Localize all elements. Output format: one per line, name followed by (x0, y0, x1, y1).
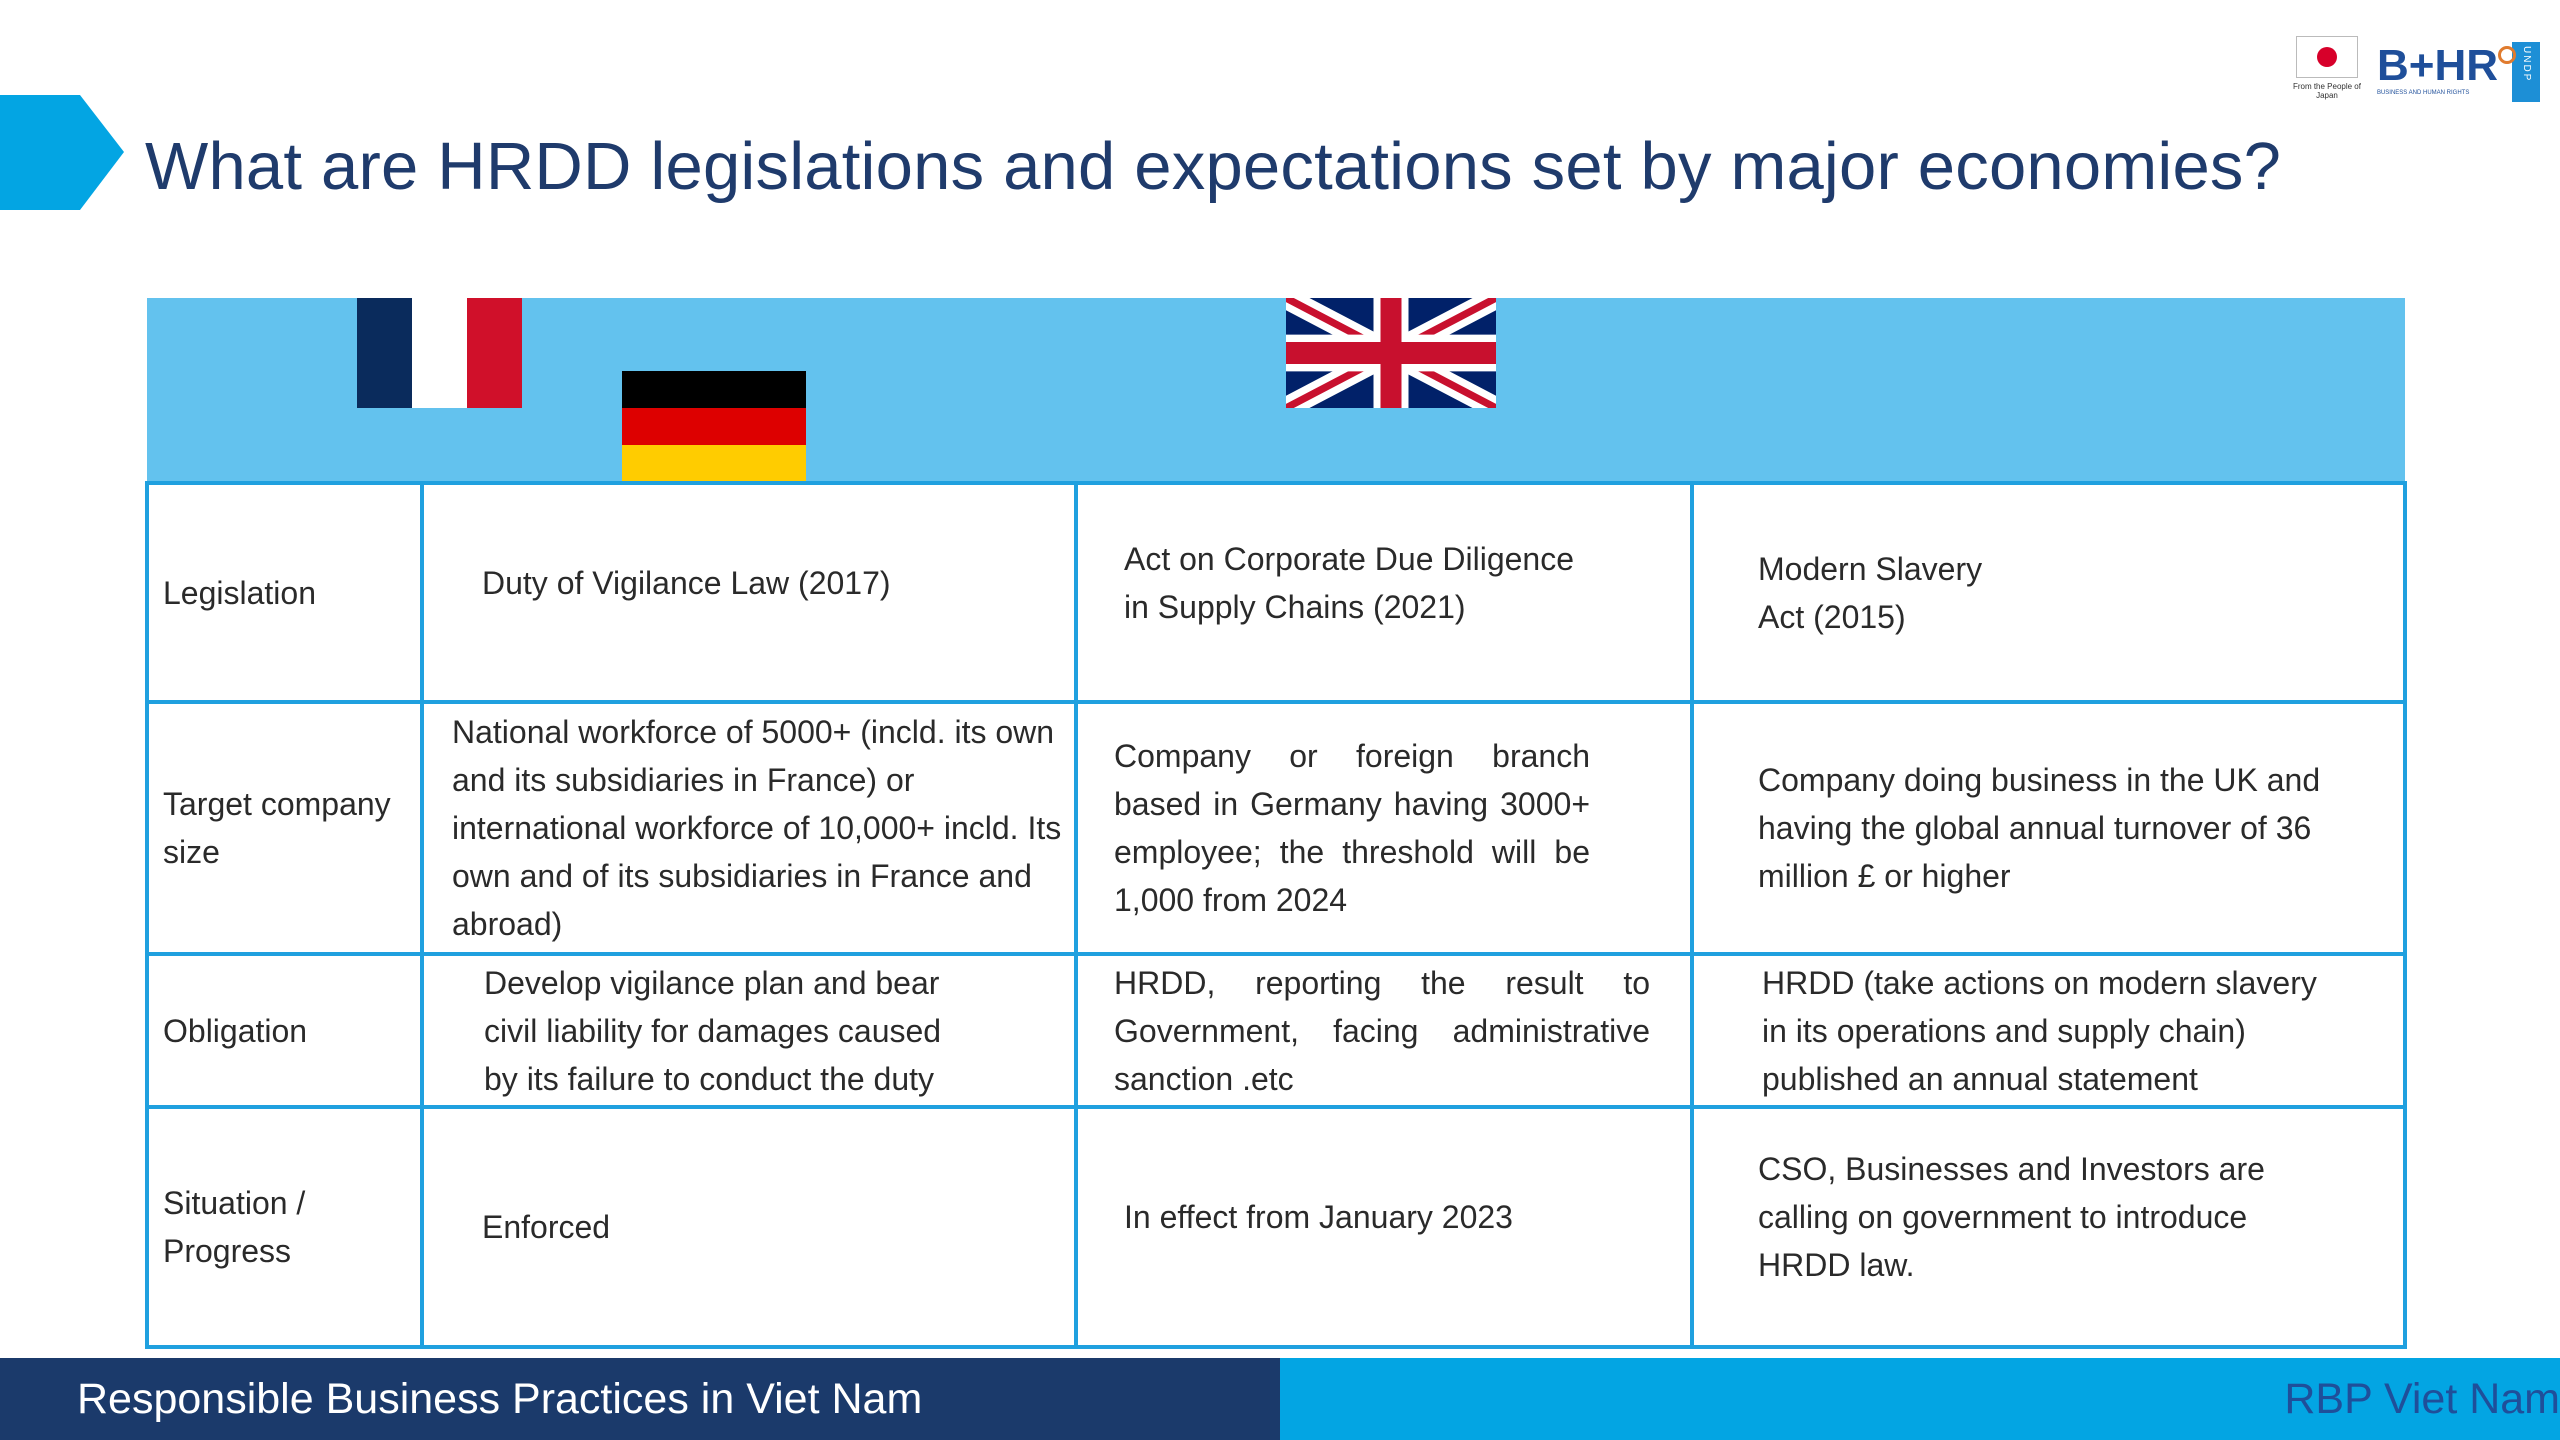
cell-france-target-size: National workforce of 5000+ (incld. its … (420, 700, 1078, 957)
partner-logos: From the People of Japan B+HR BUSINESS A… (2291, 36, 2540, 106)
footer-brand: RBP Viet Nam (1280, 1358, 2560, 1440)
japan-logo: From the People of Japan (2291, 36, 2363, 106)
cell-germany-situation: In effect from January 2023 (1074, 1105, 1694, 1350)
chevron-icon (0, 95, 124, 210)
table-row: Target company size National workforce o… (145, 700, 2407, 957)
cell-uk-legislation: Modern Slavery Act (2015) (1690, 481, 2407, 705)
undp-logo-text: UNDP (2521, 46, 2532, 83)
table-header-row (147, 298, 2405, 486)
flag-band (147, 298, 2405, 486)
japan-logo-caption: From the People of Japan (2292, 82, 2361, 100)
france-flag-icon (357, 298, 522, 408)
table-row: Obligation Develop vigilance plan and be… (145, 952, 2407, 1110)
table-row: Situation / Progress Enforced In effect … (145, 1105, 2407, 1350)
bhr-logo-subtitle: BUSINESS AND HUMAN RIGHTS (2376, 90, 2470, 96)
cell-uk-obligation: HRDD (take actions on modern slavery in … (1690, 952, 2407, 1110)
hrdd-comparison-table: Legislation Duty of Vigilance Law (2017)… (145, 298, 2407, 1350)
table-row: Legislation Duty of Vigilance Law (2017)… (145, 481, 2407, 705)
cell-germany-obligation: HRDD, reporting the result to Government… (1074, 952, 1694, 1110)
cell-germany-legislation: Act on Corporate Due Diligence in Supply… (1074, 481, 1694, 705)
footer-bar: Responsible Business Practices in Viet N… (0, 1358, 2560, 1440)
cell-france-legislation: Duty of Vigilance Law (2017) (420, 481, 1078, 705)
footer-title: Responsible Business Practices in Viet N… (0, 1358, 1280, 1440)
ring-icon (2498, 46, 2516, 64)
cell-france-situation: Enforced (420, 1105, 1078, 1350)
row-label-target-company-size: Target company size (145, 700, 424, 957)
row-label-legislation: Legislation (145, 481, 424, 705)
undp-logo: UNDP (2512, 42, 2540, 102)
japan-flag-icon (2295, 36, 2358, 78)
bhr-logo-word: B+HR (2376, 41, 2498, 90)
cell-france-obligation: Develop vigilance plan and bear civil li… (420, 952, 1078, 1110)
uk-flag-icon (1286, 298, 1496, 408)
row-label-obligation: Obligation (145, 952, 424, 1110)
bhr-logo: B+HR BUSINESS AND HUMAN RIGHTS (2376, 36, 2516, 96)
cell-uk-target-size: Company doing business in the UK and hav… (1690, 700, 2407, 957)
page-title: What are HRDD legislations and expectati… (145, 129, 2282, 204)
cell-uk-situation: CSO, Businesses and Investors are callin… (1690, 1105, 2407, 1350)
cell-germany-target-size: Company or foreign branch based in Germa… (1074, 700, 1694, 957)
germany-flag-icon (622, 371, 806, 482)
row-label-situation-progress: Situation / Progress (145, 1105, 424, 1350)
